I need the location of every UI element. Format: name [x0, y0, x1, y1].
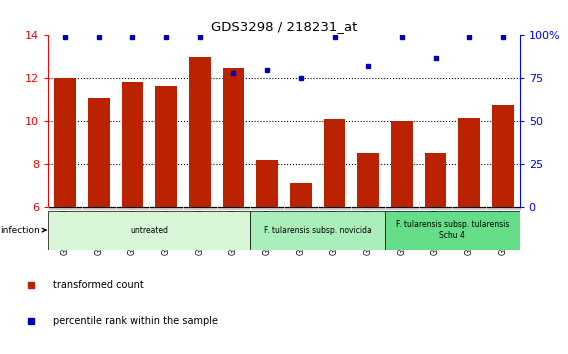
Bar: [290, 183, 312, 207]
Bar: [419, 207, 452, 209]
Text: percentile rank within the sample: percentile rank within the sample: [53, 315, 218, 326]
Text: transformed count: transformed count: [53, 280, 144, 290]
FancyBboxPatch shape: [385, 211, 520, 250]
Bar: [54, 78, 76, 207]
Bar: [318, 207, 352, 209]
Bar: [425, 153, 446, 207]
Text: F. tularensis subsp. novicida: F. tularensis subsp. novicida: [264, 225, 371, 235]
Bar: [352, 207, 385, 209]
Text: infection: infection: [0, 225, 46, 235]
FancyBboxPatch shape: [48, 211, 250, 250]
Bar: [458, 118, 480, 207]
Bar: [250, 207, 284, 209]
FancyBboxPatch shape: [250, 211, 385, 250]
Bar: [189, 57, 211, 207]
Title: GDS3298 / 218231_at: GDS3298 / 218231_at: [211, 20, 357, 33]
Bar: [48, 207, 82, 209]
Bar: [357, 153, 379, 207]
Bar: [223, 68, 244, 207]
Bar: [155, 86, 177, 207]
Bar: [116, 207, 149, 209]
Bar: [486, 207, 520, 209]
Bar: [391, 121, 413, 207]
Bar: [183, 207, 216, 209]
Bar: [256, 160, 278, 207]
Bar: [492, 105, 514, 207]
Bar: [284, 207, 318, 209]
Text: F. tularensis subsp. tularensis
Schu 4: F. tularensis subsp. tularensis Schu 4: [396, 221, 509, 240]
Bar: [82, 207, 116, 209]
Text: untreated: untreated: [130, 225, 168, 235]
Bar: [122, 81, 143, 207]
Bar: [216, 207, 250, 209]
Bar: [385, 207, 419, 209]
Bar: [324, 119, 345, 207]
Bar: [452, 207, 486, 209]
Bar: [88, 98, 110, 207]
Bar: [149, 207, 183, 209]
